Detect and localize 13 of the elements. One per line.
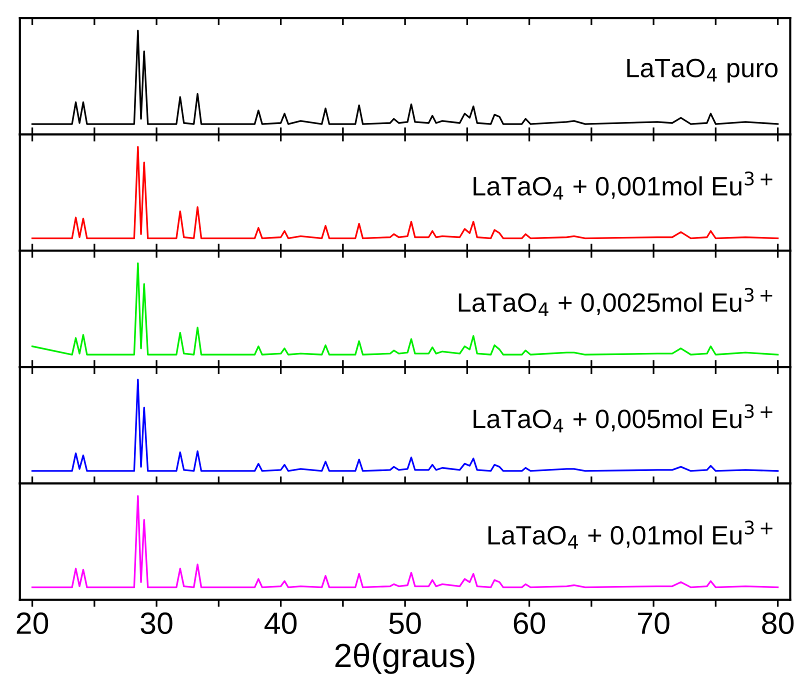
x-tick-label: 60 [514, 612, 546, 634]
x-tick-label: 70 [638, 612, 670, 634]
x-tick-label: 40 [264, 612, 297, 634]
x-axis-title: 2θ(graus) [335, 642, 474, 674]
x-tick-label: 20 [16, 612, 48, 634]
series-label: LaTaO$_{4}$ puro [627, 58, 778, 83]
x-tick-label: 30 [140, 612, 172, 634]
series-label: LaTaO$_{4}$ + 0,01mol Eu$^{3+}$ [488, 520, 772, 549]
series-label: LaTaO$_{4}$ + 0,005mol Eu$^{3+}$ [474, 404, 772, 432]
x-tick-label: 80 [762, 612, 794, 634]
series-label: LaTaO$_{4}$ + 0,001mol Eu$^{3+}$ [474, 172, 772, 200]
series-label: LaTaO$_{4}$ + 0,0025mol Eu$^{3+}$ [458, 288, 772, 316]
x-tick-label: 50 [389, 612, 421, 634]
